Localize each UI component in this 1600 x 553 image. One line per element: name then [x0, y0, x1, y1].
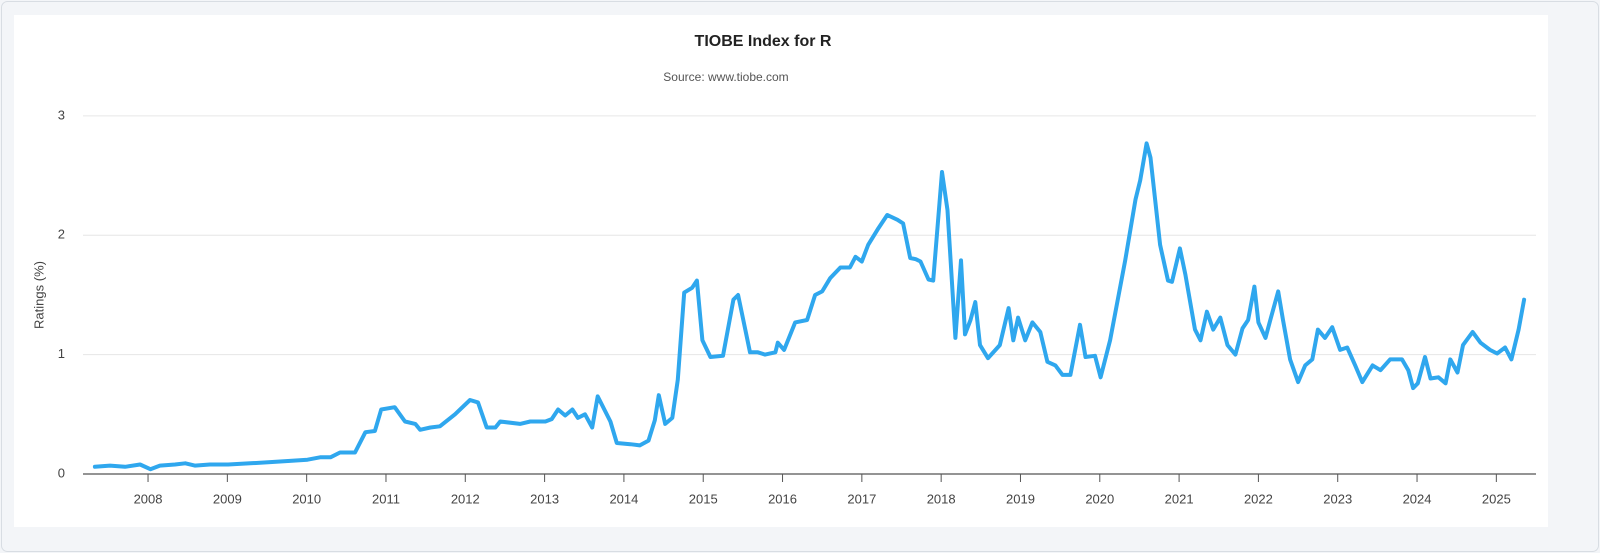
- chart-subtitle: Source: www.tiobe.com: [663, 70, 788, 84]
- y-tick-label: 0: [58, 465, 65, 480]
- x-tick-label: 2010: [292, 491, 321, 506]
- x-tick-label: 2017: [847, 491, 876, 506]
- line: [92, 141, 1527, 472]
- x-tick-label: 2008: [134, 491, 163, 506]
- y-tick-label: 2: [58, 227, 65, 242]
- x-tick-label: 2009: [213, 491, 242, 506]
- x-tick-label: 2013: [530, 491, 559, 506]
- y-tick-label: 3: [58, 107, 65, 122]
- x-tick-label: 2015: [689, 491, 718, 506]
- y-tick-label: 1: [58, 346, 65, 361]
- x-tick-label: 2022: [1244, 491, 1273, 506]
- x-tick-label: 2019: [1006, 491, 1035, 506]
- x-tick-label: 2025: [1482, 491, 1511, 506]
- x-tick-label: 2024: [1403, 491, 1432, 506]
- x-tick-label: 2023: [1323, 491, 1352, 506]
- chart-card: [14, 15, 1548, 527]
- x-tick-label: 2011: [372, 491, 400, 506]
- x-tick-label: 2020: [1085, 491, 1114, 506]
- x-tick-label: 2016: [768, 491, 797, 506]
- y-axis-label: Ratings (%): [31, 261, 46, 329]
- x-tick-label: 2014: [609, 491, 638, 506]
- x-tick-label: 2018: [927, 491, 956, 506]
- x-tick-label: 2012: [451, 491, 480, 506]
- x-tick-label: 2021: [1165, 491, 1194, 506]
- chart-title: TIOBE Index for R: [695, 33, 832, 50]
